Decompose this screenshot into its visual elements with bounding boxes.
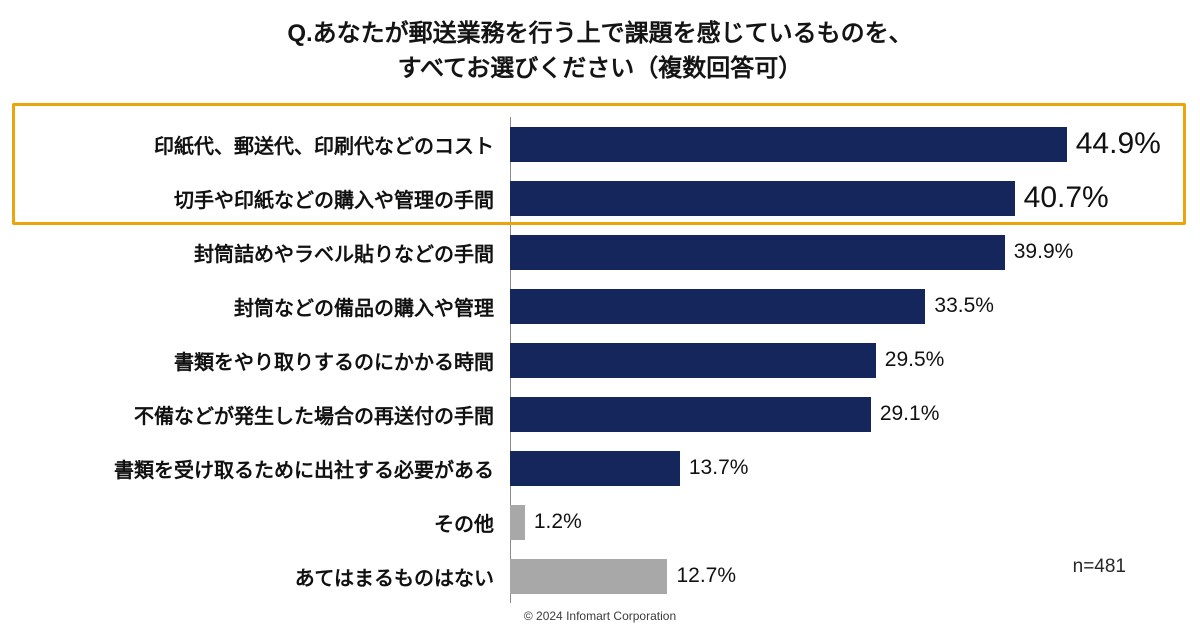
bar-track: 12.7% — [510, 558, 1200, 594]
chart-row: 切手や印紙などの購入や管理の手間 40.7% — [0, 171, 1200, 225]
value-label: 12.7% — [676, 564, 737, 587]
bar — [510, 126, 1067, 162]
bar — [510, 180, 1015, 216]
bar-track: 1.2% — [510, 504, 1200, 540]
value-label: 29.1% — [879, 402, 940, 425]
value-label: 33.5% — [934, 294, 994, 317]
bar — [510, 288, 926, 324]
bar — [510, 558, 668, 594]
bar — [510, 342, 876, 378]
category-label: あてはまるものはない — [294, 567, 494, 590]
category-label: その他 — [434, 513, 494, 536]
bar — [510, 504, 525, 540]
value-label: 13.7% — [688, 456, 749, 479]
chart-row: 印紙代、郵送代、印刷代などのコスト 44.9% — [0, 117, 1200, 171]
value-label: 1.2% — [533, 510, 582, 533]
category-label: 切手や印紙などの購入や管理の手間 — [174, 189, 494, 212]
bar-track: 29.1% — [510, 396, 1200, 432]
chart-title-line2: すべてお選びください（複数回答可） — [397, 55, 803, 82]
bar-track: 44.9% — [510, 126, 1200, 162]
chart-row: 書類を受け取るために出社する必要がある 13.7% — [0, 441, 1200, 495]
chart-row: あてはまるものはない 12.7% — [0, 549, 1200, 603]
value-label: 40.7% — [1023, 181, 1109, 214]
chart-title: Q.あなたが郵送業務を行う上で課題を感じているものを、 すべてお選びください（複… — [0, 0, 1200, 86]
category-label: 書類を受け取るために出社する必要がある — [114, 459, 494, 482]
chart-row: その他 1.2% — [0, 495, 1200, 549]
bar-track: 40.7% — [510, 180, 1200, 216]
sample-size: n=481 — [1072, 556, 1126, 577]
bar — [510, 396, 871, 432]
bar-track: 13.7% — [510, 450, 1200, 486]
bar — [510, 234, 1005, 270]
chart-row: 封筒詰めやラベル貼りなどの手間 39.9% — [0, 225, 1200, 279]
category-label: 封筒などの備品の購入や管理 — [234, 297, 494, 320]
category-label: 不備などが発生した場合の再送付の手間 — [134, 405, 494, 428]
category-label: 封筒詰めやラベル貼りなどの手間 — [194, 243, 494, 266]
copyright: © 2024 Infomart Corporation — [523, 609, 677, 623]
chart-title-line1: Q.あなたが郵送業務を行う上で課題を感じているものを、 — [287, 20, 913, 47]
bar-track: 29.5% — [510, 342, 1200, 378]
bar — [510, 450, 680, 486]
chart-row: 書類をやり取りするのにかかる時間 29.5% — [0, 333, 1200, 387]
chart-rows: 印紙代、郵送代、印刷代などのコスト 44.9% 切手や印紙などの購入や管理の手間 40… — [0, 117, 1200, 603]
value-label: 29.5% — [884, 348, 945, 371]
value-label: 39.9% — [1013, 240, 1074, 263]
bar-track: 39.9% — [510, 234, 1200, 270]
chart-row: 封筒などの備品の購入や管理 33.5% — [0, 279, 1200, 333]
bar-track: 33.5% — [510, 288, 1200, 324]
category-label: 印紙代、郵送代、印刷代などのコスト — [154, 135, 494, 158]
chart-row: 不備などが発生した場合の再送付の手間 29.1% — [0, 387, 1200, 441]
value-label: 44.9% — [1075, 127, 1161, 160]
category-label: 書類をやり取りするのにかかる時間 — [174, 351, 494, 374]
